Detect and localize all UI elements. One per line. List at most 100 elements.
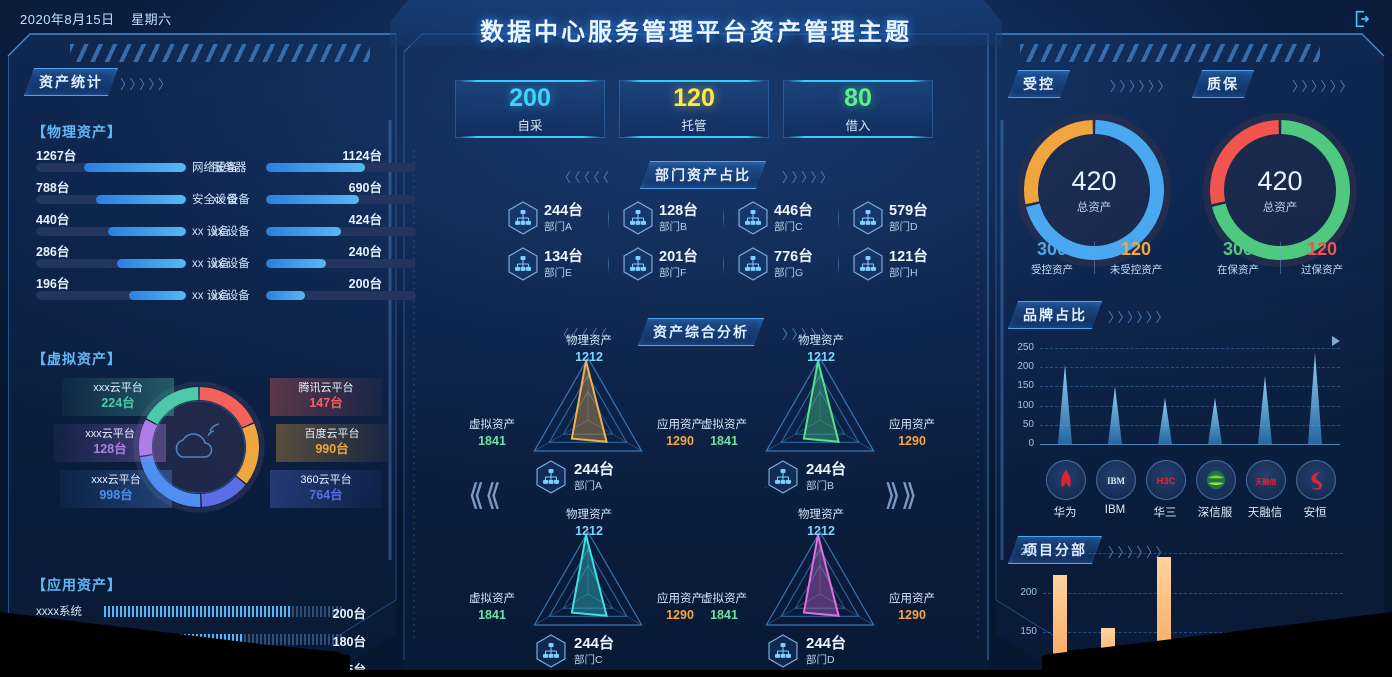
- department-cell[interactable]: 446台 部门C: [738, 198, 856, 238]
- chip-department-ratio[interactable]: 部门资产占比: [640, 161, 766, 189]
- radar-block[interactable]: 物理资产 1212 虚拟资产 1841 应用资产 1290 244台 部门B: [700, 335, 940, 502]
- org-tree-icon: [853, 247, 883, 281]
- department-cell[interactable]: 128台 部门B: [623, 198, 741, 238]
- stat-card[interactable]: 80 借入: [783, 80, 933, 138]
- gauge-legend: 300 受控资产 120 未受控资产: [1010, 239, 1178, 277]
- radar-department[interactable]: 244台 部门C: [536, 632, 676, 668]
- brand-name: 深信服: [1197, 507, 1233, 519]
- donut-segment[interactable]: [236, 423, 259, 484]
- radar-axis-virtual: 虚拟资产 1841: [678, 418, 770, 449]
- donut-segment[interactable]: [201, 476, 246, 507]
- radar-department[interactable]: 244台 部门A: [536, 458, 676, 494]
- department-value: 134台: [544, 249, 583, 265]
- brand-logo-华三[interactable]: H3C: [1146, 460, 1186, 500]
- app-bar-fill: [104, 634, 244, 645]
- bar-fill: [266, 163, 365, 172]
- radar-department[interactable]: 244台 部门B: [768, 458, 908, 494]
- bar-fill: [117, 259, 186, 268]
- donut-segment[interactable]: [199, 387, 254, 428]
- bar-track: [266, 195, 416, 204]
- app-value: 165台: [332, 663, 366, 677]
- bar-track: [36, 227, 186, 236]
- donut-segment[interactable]: [139, 455, 201, 507]
- platform-value: 998台: [99, 488, 133, 503]
- chip-warranty[interactable]: 质保: [1192, 70, 1254, 98]
- project-bar[interactable]: [1157, 556, 1171, 672]
- donut-segment[interactable]: [139, 419, 158, 456]
- stat-card[interactable]: 200 自采: [455, 80, 605, 138]
- department-separator: [608, 253, 609, 275]
- bar-row: 788台 安全设备: [36, 178, 241, 208]
- chevron-left-icon[interactable]: ⟪⟪: [468, 478, 502, 513]
- department-cell[interactable]: 134台 部门E: [508, 244, 626, 284]
- grid-line: [1040, 405, 1340, 408]
- bar-track: [36, 195, 186, 204]
- y-tick-label: 250: [1020, 546, 1037, 558]
- grid-line: [1043, 632, 1343, 634]
- radar-axis-application: 应用资产 1290: [634, 418, 726, 449]
- chip-brand-ratio[interactable]: 品牌占比: [1008, 301, 1102, 329]
- bar-row: xx 设备 690台: [212, 178, 416, 208]
- chip-controlled[interactable]: 受控: [1008, 70, 1070, 98]
- gauge-warranty[interactable]: 420 总资产: [1196, 106, 1364, 274]
- department-value: 579台: [889, 203, 928, 219]
- radar-block[interactable]: 物理资产 1212 虚拟资产 1841 应用资产 1290 244台 部门D: [700, 509, 940, 676]
- axis-value: 1212: [575, 349, 603, 364]
- radar-axis-application: 应用资产 1290: [866, 418, 958, 449]
- project-bar[interactable]: [1101, 628, 1115, 672]
- app-bar-track: [104, 634, 344, 645]
- legend-item: 120 未受控资产: [1094, 239, 1178, 277]
- svg-text:天融信: 天融信: [1256, 477, 1277, 486]
- gauge-total: 420: [1071, 165, 1117, 196]
- svg-text:IBM: IBM: [1107, 476, 1126, 486]
- brand-logo-天融信[interactable]: 天融信: [1246, 460, 1286, 500]
- gauge-total: 420: [1257, 165, 1303, 196]
- chevron-right-icon[interactable]: ⟫⟫: [884, 478, 918, 513]
- radar-block[interactable]: 物理资产 1212 虚拟资产 1841 应用资产 1290 244台 部门A: [468, 335, 708, 502]
- brand-logo-IBM[interactable]: IBM: [1096, 460, 1136, 500]
- chip-project-distribution[interactable]: 项目分部: [1008, 536, 1102, 564]
- org-tree-icon-wrap: [623, 247, 653, 281]
- radar-series: [570, 534, 608, 617]
- huawei-logo: [1061, 470, 1071, 487]
- radar-axis-physical: 物理资产 1212: [766, 508, 876, 539]
- org-tree-icon: [738, 247, 768, 281]
- department-cell[interactable]: 776台 部门G: [738, 244, 856, 284]
- org-tree-icon-wrap: [853, 201, 883, 235]
- org-tree-icon-wrap: [768, 460, 798, 499]
- department-name: 部门F: [659, 267, 687, 279]
- bar-track: [36, 291, 186, 300]
- logout-icon[interactable]: [1352, 8, 1374, 30]
- gauge-controlled[interactable]: 420 总资产: [1010, 106, 1178, 274]
- axis-name: 物理资产: [798, 509, 844, 521]
- radar-department[interactable]: 244台 部门D: [768, 632, 908, 668]
- department-cell[interactable]: 121台 部门H: [853, 244, 971, 284]
- axis-name: 应用资产: [889, 419, 935, 431]
- brand-logo-安恒[interactable]: [1296, 460, 1336, 500]
- virtual-platform-tag[interactable]: xxx云平台 128台: [54, 424, 166, 462]
- bar-label: xx 设备: [212, 226, 250, 238]
- department-cell[interactable]: 579台 部门D: [853, 198, 971, 238]
- virtual-platform-tag[interactable]: xxx云平台 224台: [62, 378, 174, 416]
- virtual-platform-tag[interactable]: 百度云平台 990台: [276, 424, 388, 462]
- department-cell[interactable]: 201台 部门F: [623, 244, 741, 284]
- donut-segment[interactable]: [146, 387, 199, 425]
- virtual-platform-tag[interactable]: 腾讯云平台 147台: [270, 378, 382, 416]
- axis-name: 应用资产: [657, 419, 703, 431]
- virtual-platform-tag[interactable]: xxx云平台 998台: [60, 470, 172, 508]
- department-cell[interactable]: 244台 部门A: [508, 198, 626, 238]
- brand-logo-深信服[interactable]: [1196, 460, 1236, 500]
- radar-block[interactable]: 物理资产 1212 虚拟资产 1841 应用资产 1290 244台 部门C: [468, 509, 708, 676]
- bar-label: xx 设备: [192, 290, 230, 302]
- legend-value: 120: [1120, 239, 1152, 259]
- app-bar-track: [104, 662, 344, 673]
- virtual-platform-tag[interactable]: 360云平台 764台: [270, 470, 382, 508]
- stat-card[interactable]: 120 托管: [619, 80, 769, 138]
- play-icon[interactable]: [1332, 336, 1340, 346]
- app-asset-row: 180台: [36, 630, 366, 650]
- project-bar[interactable]: [1053, 575, 1067, 672]
- brand-logo-华为[interactable]: [1046, 460, 1086, 500]
- chip-asset-statistics[interactable]: 资产统计: [24, 68, 118, 96]
- department-value: 128台: [659, 203, 698, 219]
- radar-series: [802, 534, 840, 617]
